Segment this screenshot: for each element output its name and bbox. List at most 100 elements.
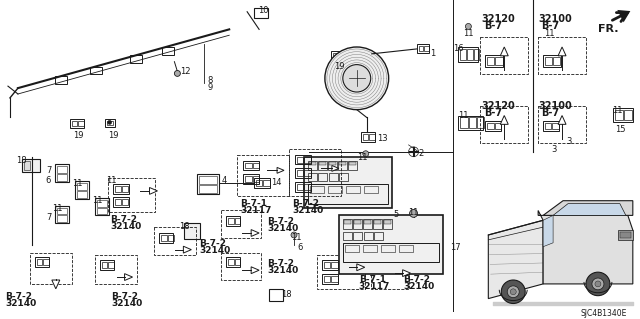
Polygon shape [251,230,259,236]
Bar [108,263,114,268]
Text: B-7-2: B-7-2 [267,259,294,269]
Polygon shape [558,47,566,56]
Bar [295,182,311,192]
Bar [543,55,561,67]
Bar [495,123,501,129]
Circle shape [108,120,111,124]
Text: 11: 11 [72,179,83,188]
Text: 32140: 32140 [111,222,142,231]
Bar [269,289,283,300]
Text: B-7: B-7 [541,20,559,31]
Bar [339,215,444,274]
Text: 2: 2 [419,149,424,158]
Circle shape [508,286,519,298]
Polygon shape [500,115,508,124]
Bar [319,161,326,166]
FancyArrowPatch shape [612,10,630,22]
Bar [159,233,173,243]
Text: 11: 11 [408,208,419,217]
Text: 3: 3 [566,137,572,146]
Text: B-7-2: B-7-2 [292,199,319,208]
Circle shape [592,278,604,290]
Bar [297,184,303,190]
Text: 7: 7 [46,213,51,222]
Bar [349,161,356,166]
Bar [115,186,121,192]
Bar [295,168,311,178]
Bar [343,219,352,229]
Bar [297,157,303,162]
Text: 11: 11 [612,106,622,115]
Bar [184,223,200,239]
Bar [57,208,67,214]
Bar [364,186,378,193]
Polygon shape [538,211,633,284]
Bar [55,76,67,84]
Bar [57,215,67,222]
Text: 8: 8 [207,76,212,85]
Bar [318,160,327,170]
Bar [460,49,466,60]
Bar [376,263,390,272]
Text: B-7-2: B-7-2 [5,292,32,301]
Bar [245,162,252,168]
Bar [332,276,338,282]
Text: 11: 11 [356,153,367,162]
Polygon shape [543,201,633,215]
Text: B-7-2: B-7-2 [111,292,139,301]
Text: 32140: 32140 [5,299,36,308]
Bar [97,208,107,214]
Bar [22,159,40,172]
Bar [37,259,42,265]
Bar [399,245,413,252]
Text: B-7-2: B-7-2 [199,239,227,248]
Bar [57,174,67,181]
Circle shape [325,47,388,110]
Bar [481,37,528,74]
Text: 32140: 32140 [267,224,298,233]
Bar [226,257,240,267]
Text: 18: 18 [281,290,292,299]
Bar [419,46,423,51]
Bar [35,257,49,267]
Bar [297,170,303,176]
Bar [353,219,362,229]
Bar [618,230,633,240]
Bar [339,161,346,166]
Text: 9: 9 [207,83,212,92]
Bar [72,122,77,126]
Bar [235,218,241,224]
Bar [481,106,528,143]
Polygon shape [500,47,508,56]
Bar [354,220,361,224]
Circle shape [363,151,369,157]
Bar [374,232,383,240]
Bar [383,220,390,224]
Circle shape [510,289,516,295]
Bar [102,263,108,268]
Bar [322,274,338,284]
Bar [328,186,342,193]
Polygon shape [125,274,132,280]
Polygon shape [553,204,626,215]
Bar [235,259,241,265]
Bar [487,57,495,65]
Bar [24,160,30,170]
Bar [228,259,234,265]
Bar [363,134,369,140]
Bar [55,165,68,182]
Bar [30,253,72,284]
Circle shape [343,65,371,92]
Bar [308,160,317,170]
Bar [115,199,121,204]
Bar [221,211,261,238]
Bar [310,186,324,193]
Bar [467,49,473,60]
Bar [495,57,502,65]
Polygon shape [543,215,553,247]
Bar [328,160,337,170]
Bar [487,123,493,129]
Text: 19: 19 [334,62,344,71]
Bar [163,47,174,55]
Circle shape [174,70,180,76]
